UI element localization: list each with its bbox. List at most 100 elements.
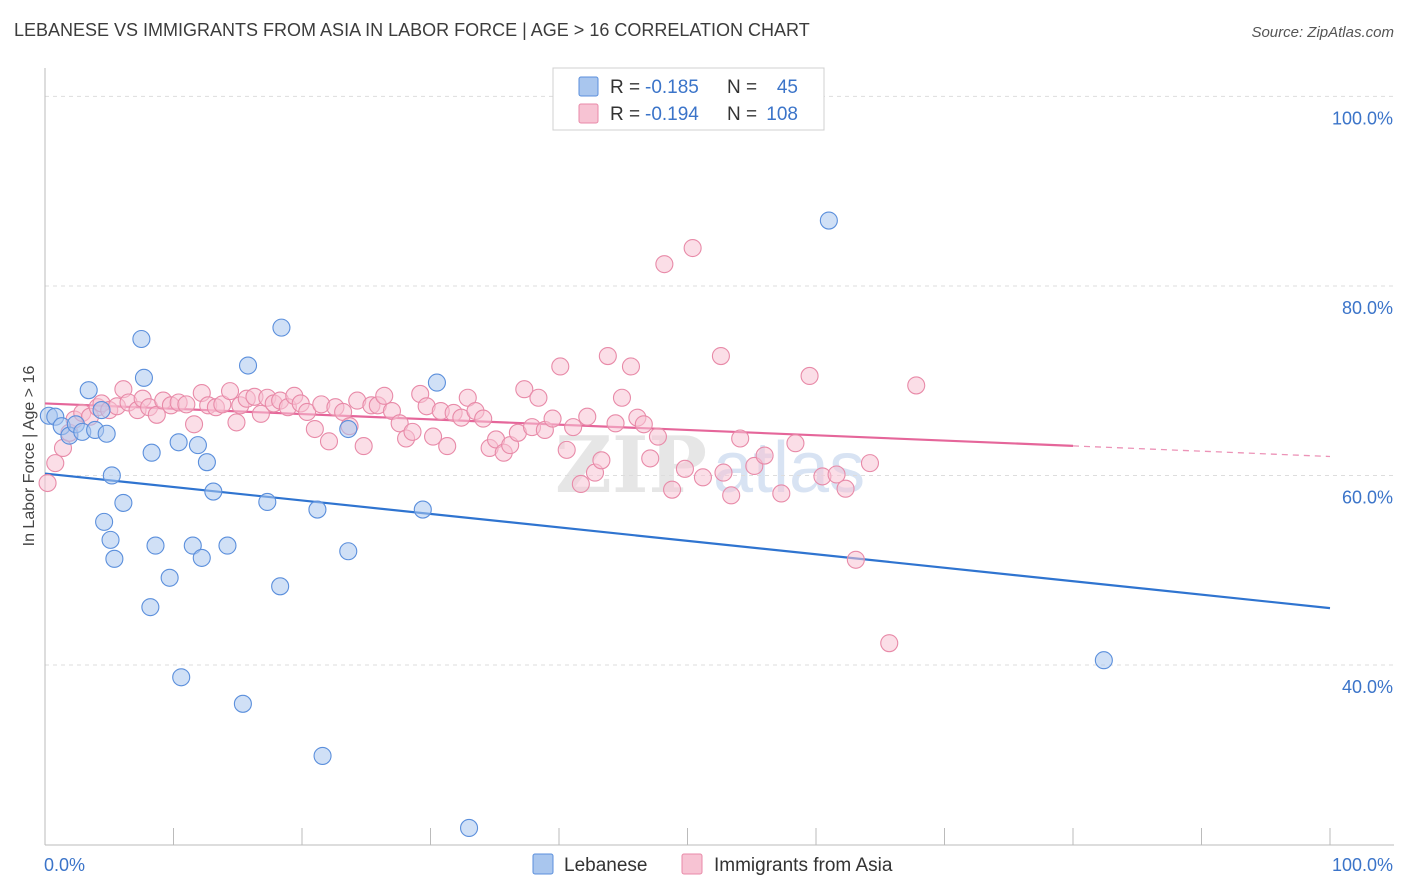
data-points — [38, 211, 1113, 837]
point-lebanese-18 — [146, 536, 165, 555]
point-lebanese-24 — [188, 436, 207, 455]
legend-n-label-1: N = — [727, 104, 757, 125]
point-asia-88 — [648, 427, 667, 446]
point-lebanese-30 — [238, 356, 258, 375]
point-asia-51 — [390, 414, 409, 433]
point-asia-106 — [846, 550, 865, 569]
x-tick-label-min: 0.0% — [44, 855, 85, 875]
point-asia-84 — [621, 357, 641, 376]
y-axis-label: In Labor Force | Age > 16 — [21, 366, 38, 547]
point-lebanese-12 — [105, 549, 124, 568]
bottom-legend-swatch-asia — [681, 853, 703, 875]
point-asia-80 — [592, 451, 611, 470]
point-asia-89 — [655, 255, 674, 274]
legend-swatch-lebanese — [578, 76, 599, 97]
point-asia-49 — [375, 386, 394, 405]
source-label: Source: ZipAtlas.com — [1251, 24, 1394, 41]
point-asia-95 — [714, 463, 733, 482]
point-asia-25 — [213, 395, 232, 414]
point-asia-78 — [578, 407, 597, 426]
point-lebanese-9 — [97, 424, 116, 443]
point-asia-1 — [46, 454, 65, 473]
point-asia-73 — [543, 409, 562, 428]
point-lebanese-42 — [1094, 651, 1113, 670]
legend-r-value-1: -0.194 — [645, 104, 699, 125]
point-lebanese-15 — [134, 368, 153, 387]
point-asia-75 — [557, 440, 576, 459]
point-asia-99 — [755, 446, 774, 465]
legend-r-label-1: R = — [610, 104, 640, 125]
point-asia-56 — [424, 427, 443, 446]
point-asia-97 — [731, 429, 750, 448]
y-tick-label-1: 80.0% — [1342, 298, 1393, 318]
y-tick-label-2: 60.0% — [1342, 487, 1393, 507]
point-asia-83 — [612, 388, 632, 407]
point-asia-102 — [800, 366, 819, 386]
point-asia-0 — [38, 473, 57, 493]
point-asia-27 — [227, 413, 246, 432]
point-asia-94 — [711, 347, 730, 366]
point-asia-21 — [185, 415, 204, 434]
point-asia-86 — [634, 415, 653, 434]
point-lebanese-27 — [204, 482, 223, 501]
point-lebanese-14 — [95, 512, 114, 531]
point-asia-39 — [305, 419, 324, 439]
point-asia-108 — [880, 634, 899, 653]
point-asia-69 — [515, 380, 534, 399]
chart-title: LEBANESE VS IMMIGRANTS FROM ASIA IN LABO… — [14, 20, 810, 40]
point-asia-58 — [438, 437, 457, 456]
point-lebanese-16 — [132, 329, 151, 349]
point-lebanese-36 — [339, 542, 358, 561]
point-asia-63 — [474, 409, 493, 428]
point-asia-74 — [551, 357, 570, 376]
point-asia-53 — [403, 422, 422, 441]
point-asia-109 — [907, 376, 926, 395]
point-lebanese-10 — [102, 466, 121, 485]
bottom-legend-label-lebanese: Lebanese — [564, 855, 647, 876]
bottom-legend: Lebanese Immigrants from Asia — [532, 853, 893, 876]
point-lebanese-11 — [114, 493, 133, 512]
point-lebanese-31 — [258, 492, 277, 512]
y-tick-label-3: 40.0% — [1342, 677, 1393, 697]
point-lebanese-22 — [172, 668, 191, 687]
point-lebanese-17 — [142, 443, 161, 462]
axes — [44, 68, 1394, 846]
x-ticks — [173, 828, 1331, 845]
grid — [45, 95, 1394, 666]
point-lebanese-38 — [413, 500, 432, 519]
point-asia-101 — [786, 434, 805, 453]
x-tick-label-max: 100.0% — [1332, 855, 1393, 875]
point-lebanese-29 — [233, 694, 252, 713]
point-lebanese-33 — [272, 318, 291, 337]
legend-r-label-0: R = — [610, 77, 640, 98]
point-lebanese-26 — [197, 453, 216, 472]
bottom-legend-label-asia: Immigrants from Asia — [714, 855, 893, 876]
point-asia-46 — [354, 437, 373, 456]
bottom-legend-swatch-lebanese — [532, 853, 554, 875]
point-lebanese-23 — [183, 536, 202, 555]
point-asia-41 — [319, 432, 339, 451]
point-asia-92 — [683, 238, 702, 258]
point-asia-91 — [675, 459, 694, 478]
point-asia-105 — [836, 479, 855, 498]
point-asia-20 — [177, 395, 196, 414]
point-lebanese-39 — [427, 373, 446, 392]
point-asia-107 — [860, 454, 880, 473]
point-lebanese-32 — [271, 577, 290, 596]
legend: R = -0.185 N = 45 R = -0.194 N = 108 — [552, 67, 825, 131]
point-lebanese-35 — [313, 746, 332, 765]
legend-n-value-0: 45 — [777, 77, 798, 98]
legend-n-value-1: 108 — [766, 104, 798, 125]
point-asia-104 — [827, 465, 846, 484]
legend-n-label-0: N = — [727, 77, 757, 98]
point-asia-71 — [529, 388, 548, 407]
point-asia-82 — [606, 414, 625, 433]
point-lebanese-13 — [101, 530, 120, 549]
point-asia-93 — [693, 468, 712, 487]
point-asia-90 — [663, 480, 682, 499]
point-asia-76 — [564, 418, 583, 437]
point-asia-81 — [598, 347, 617, 366]
point-asia-77 — [571, 474, 590, 494]
point-asia-38 — [298, 402, 317, 422]
